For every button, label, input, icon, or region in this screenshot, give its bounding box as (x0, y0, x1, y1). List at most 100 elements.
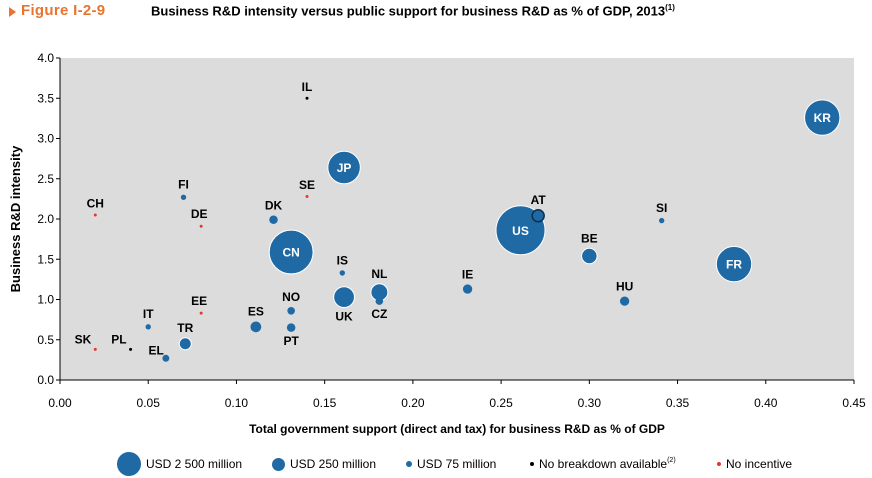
point-no (287, 306, 295, 315)
point-label-nl: NL (371, 267, 387, 281)
figure-label: Figure I-2-9 (21, 2, 106, 19)
legend-small-bubble-icon (406, 461, 412, 467)
point-label-hu: HU (616, 279, 633, 293)
point-dk (269, 215, 278, 225)
point-fr (715, 245, 753, 283)
legend-item-medium: USD 250 million (272, 452, 376, 476)
legend-medium-bubble-icon (272, 457, 285, 471)
legend-medium-label: USD 250 million (290, 457, 377, 471)
y-tick-label: 0.0 (37, 373, 54, 387)
y-tick-label: 2.5 (37, 172, 54, 186)
point-label-sk: SK (75, 332, 92, 346)
scatter-chart: 0.00 0.05 0.10 0.15 0.20 0.25 0.30 0.35 0.40 0.45… (8, 51, 866, 436)
point-label-kr: KR (814, 111, 832, 125)
point-pl (129, 347, 133, 351)
point-label-es: ES (248, 305, 264, 319)
legend: USD 2 500 million USD 250 million USD 75… (0, 452, 872, 476)
point-label-jp: JP (337, 161, 352, 175)
figure-title: Business R&D intensity versus public sup… (151, 3, 675, 18)
point-is (339, 270, 345, 276)
x-tick-label: 0.05 (137, 396, 161, 410)
y-axis-label: Business R&D intensity (8, 145, 23, 292)
point-label-us: US (512, 224, 529, 238)
point-label-ie: IE (462, 267, 473, 281)
legend-large-bubble-icon (117, 452, 141, 476)
point-label-fi: FI (178, 178, 189, 192)
point-uk (333, 286, 355, 308)
figure-marker-icon (9, 7, 16, 17)
point-tr (178, 337, 192, 351)
point-label-dk: DK (265, 199, 283, 213)
legend-no-incentive-dot-icon (717, 462, 721, 466)
point-kr (804, 99, 841, 136)
plot-area (60, 58, 854, 380)
x-tick-label: 0.40 (754, 396, 778, 410)
x-tick-label: 0.35 (666, 396, 690, 410)
point-label-be: BE (581, 231, 598, 245)
legend-small-label: USD 75 million (417, 457, 497, 471)
point-ch (93, 213, 97, 217)
point-label-no: NO (282, 290, 300, 304)
point-pt (286, 323, 296, 332)
point-label-de: DE (191, 207, 208, 221)
axes: 0.00 0.05 0.10 0.15 0.20 0.25 0.30 0.35 0.40 0.45… (37, 51, 866, 410)
data-points (93, 96, 841, 362)
point-cn (268, 229, 314, 275)
point-label-ch: CH (87, 196, 104, 210)
point-label-si: SI (656, 201, 667, 215)
point-it (145, 324, 151, 330)
x-axis-label: Total government support (direct and tax… (249, 422, 665, 436)
figure-title-text: Business R&D intensity versus public sup… (151, 3, 666, 19)
point-label-pl: PL (111, 332, 126, 346)
legend-no-incentive-label: No incentive (726, 457, 793, 471)
point-label-is: IS (337, 253, 348, 267)
point-be (581, 247, 598, 265)
y-tick-label: 3.0 (37, 132, 54, 146)
y-tick-label: 1.0 (37, 293, 54, 307)
x-tick-label: 0.20 (401, 396, 425, 410)
x-tick-label: 0.10 (225, 396, 249, 410)
point-il (305, 96, 309, 100)
point-label-fr: FR (726, 258, 742, 272)
legend-item-small: USD 75 million (406, 452, 496, 476)
legend-no-breakdown-footnote: (2) (667, 456, 676, 464)
point-label-cz: CZ (371, 307, 387, 321)
point-label-el: EL (149, 343, 164, 357)
point-cz (375, 297, 384, 305)
y-tick-label: 4.0 (37, 51, 54, 65)
point-label-se: SE (299, 178, 315, 192)
point-de (199, 224, 203, 228)
point-label-pt: PT (283, 334, 299, 348)
y-tick-label: 2.0 (37, 212, 54, 226)
point-label-tr: TR (177, 321, 193, 335)
x-tick-label: 0.30 (578, 396, 602, 410)
point-label-it: IT (143, 307, 154, 321)
y-tick-label: 0.5 (37, 333, 54, 347)
legend-item-no-incentive: No incentive (717, 452, 792, 476)
point-at (531, 209, 545, 223)
point-label-il: IL (302, 80, 313, 94)
point-el (162, 354, 170, 362)
point-es (250, 321, 262, 333)
point-se (305, 194, 309, 198)
legend-item-no-breakdown: No breakdown available (2) (530, 452, 676, 476)
x-tick-label: 0.45 (842, 396, 866, 410)
point-hu (619, 296, 630, 306)
y-tick-label: 1.5 (37, 252, 54, 266)
legend-large-label: USD 2 500 million (146, 457, 243, 471)
x-tick-label: 0.25 (489, 396, 513, 410)
y-tick-label: 3.5 (37, 91, 54, 105)
point-label-ee: EE (191, 294, 207, 308)
point-label-cn: CN (282, 246, 299, 260)
legend-no-breakdown-label: No breakdown available (539, 457, 668, 471)
figure-header: Figure I-2-9 Business R&D intensity vers… (6, 2, 866, 24)
point-ee (199, 311, 203, 315)
x-tick-label: 0.15 (313, 396, 337, 410)
point-sk (93, 347, 97, 351)
point-si (658, 217, 665, 224)
legend-no-breakdown-dot-icon (530, 462, 534, 466)
point-labels: US CN KR FR JP UK NL BE AT TR ES HU IE PT DK NO CZ EL IS SI… (75, 80, 832, 358)
legend-item-large: USD 2 500 million (117, 452, 242, 476)
point-jp (327, 150, 361, 185)
point-ie (462, 284, 473, 294)
